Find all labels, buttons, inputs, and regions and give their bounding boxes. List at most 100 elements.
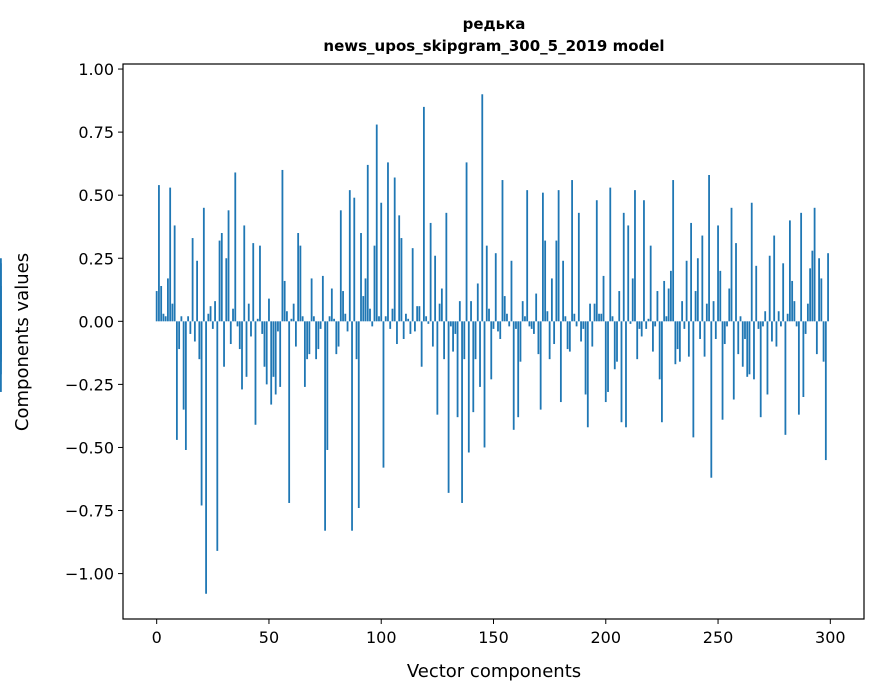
- x-axis-label: Vector components: [407, 661, 581, 682]
- bar-component-91: [360, 233, 362, 322]
- bar-component-188: [577, 212, 580, 322]
- bar-component-130: [447, 321, 450, 493]
- bar-component-137: [463, 321, 466, 360]
- bar-component-60: [290, 318, 293, 322]
- bar-component-122: [429, 222, 432, 322]
- bar-component-88: [353, 197, 356, 322]
- y-tick-label: 0.25: [78, 249, 114, 268]
- bar-component-235: [683, 321, 686, 329]
- bar-component-0: [155, 291, 158, 322]
- bar-component-189: [580, 321, 582, 342]
- bar-component-166: [528, 321, 531, 327]
- bar-component-115: [414, 321, 416, 332]
- bar-component-254: [726, 321, 728, 327]
- bar-component-195: [593, 303, 596, 322]
- y-tick-label: −0.50: [65, 438, 114, 457]
- bar-component-67: [306, 321, 309, 360]
- bar-component-142: [474, 321, 477, 360]
- bar-component-210: [627, 225, 630, 322]
- bar-component-9: [175, 321, 178, 440]
- bar-component-70: [312, 316, 315, 322]
- bar-component-284: [793, 301, 796, 322]
- y-axis-ticks: −1.00 −0.75 −0.50 −0.25 0.00 0.25 0.50 0.75 1.00: [65, 60, 123, 584]
- bar-component-182: [564, 316, 567, 322]
- bar-component-227: [665, 316, 668, 322]
- bar-component-29: [220, 233, 223, 322]
- bar-component-239: [692, 321, 695, 438]
- bar-component-149: [490, 321, 493, 380]
- bar-component-206: [618, 291, 621, 322]
- bar-component-173: [544, 240, 547, 322]
- bar-component-240: [694, 291, 697, 322]
- bar-component-6: [169, 187, 172, 322]
- bar-component-250: [717, 225, 719, 322]
- bar-component-63: [297, 233, 300, 322]
- bar-component-56: [281, 169, 284, 322]
- bar-component-64: [299, 245, 302, 322]
- bar-component-38: [241, 321, 243, 390]
- bar-component-127: [440, 288, 443, 322]
- bar-component-128: [443, 321, 445, 360]
- bar-component-48: [263, 321, 266, 367]
- bar-component-41: [247, 303, 250, 322]
- bar-component-231: [674, 321, 677, 365]
- bar-component-184: [568, 321, 571, 352]
- bar-component-118: [420, 321, 423, 367]
- bar-component-262: [744, 321, 746, 339]
- bar-component-46: [259, 245, 261, 322]
- bar-component-102: [384, 316, 387, 322]
- bar-component-145: [481, 94, 484, 322]
- bar-component-140: [470, 301, 472, 322]
- bar-component-126: [438, 303, 441, 322]
- bar-component-243: [701, 235, 704, 322]
- bar-component-232: [676, 321, 679, 350]
- bar-component-3: [162, 313, 165, 322]
- bar-component-251: [719, 270, 722, 322]
- bar-component-164: [524, 316, 526, 322]
- bar-component-100: [380, 202, 383, 322]
- bar-component-45: [256, 318, 259, 322]
- bar-component-23: [207, 313, 210, 322]
- bar-component-169: [535, 293, 538, 322]
- bar-component-191: [584, 321, 587, 395]
- bar-component-213: [634, 190, 636, 322]
- bar-component-228: [667, 288, 670, 322]
- bar-component-256: [730, 207, 733, 322]
- bar-component-186: [573, 313, 576, 322]
- x-tick-label: 100: [366, 628, 397, 647]
- y-axis-label: Components values: [12, 253, 33, 431]
- bar-component-223: [656, 291, 659, 322]
- bar-component-261: [741, 321, 744, 367]
- bar-component-95: [369, 308, 371, 322]
- bar-component-281: [786, 313, 789, 322]
- bar-component-293: [813, 207, 816, 322]
- x-tick-label: 200: [590, 628, 621, 647]
- bar-component-233: [678, 321, 681, 362]
- bar-component-172: [542, 192, 544, 322]
- bar-component-190: [582, 321, 585, 329]
- bar-component-283: [791, 280, 794, 322]
- bar-component-249: [714, 321, 717, 339]
- bar-component-90: [357, 321, 360, 508]
- bar-component-8: [173, 225, 176, 322]
- bar-component-252: [721, 321, 724, 420]
- bar-component-15: [189, 321, 192, 334]
- bar-component-167: [530, 321, 533, 329]
- bar-component-2: [160, 286, 163, 322]
- bar-component-294: [815, 321, 818, 355]
- bar-component-112: [407, 318, 410, 322]
- bar-component-124: [434, 255, 437, 322]
- bar-component-183: [566, 321, 569, 350]
- bar-component-135: [458, 301, 461, 322]
- bar-component-203: [611, 316, 614, 322]
- bar-component-205: [616, 321, 618, 362]
- bar-component-96: [371, 321, 374, 327]
- bar-component-89: [355, 321, 358, 360]
- bar-component-143: [476, 283, 479, 322]
- bar-component-150: [492, 321, 495, 329]
- bar-component-175: [548, 321, 551, 360]
- bar-component-108: [398, 215, 401, 322]
- bar-component-19: [198, 321, 201, 360]
- bar-component-179: [557, 190, 560, 322]
- bar-component-110: [402, 321, 405, 339]
